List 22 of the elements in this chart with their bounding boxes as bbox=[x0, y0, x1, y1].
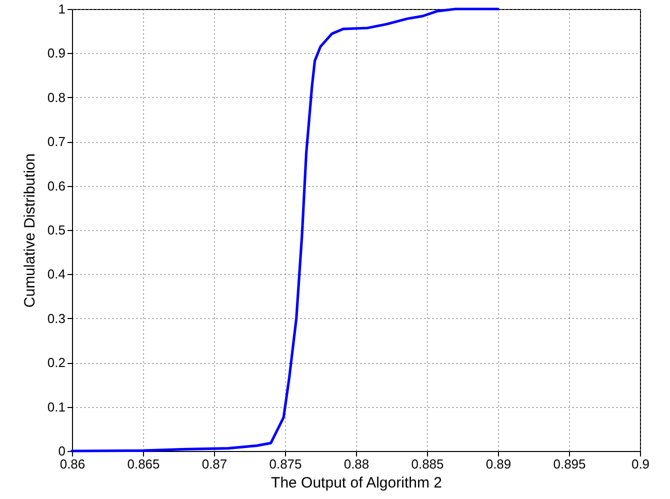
y-tick-label: 0.4 bbox=[47, 266, 66, 282]
y-tick-label: 0.1 bbox=[47, 399, 66, 414]
y-tick-label: 1 bbox=[58, 2, 66, 16]
y-tick-label: 0.6 bbox=[47, 178, 66, 194]
y-tick-label: 0.9 bbox=[47, 46, 66, 61]
x-tick-label: 0.9 bbox=[631, 456, 650, 472]
y-tick-label: 0.2 bbox=[47, 355, 66, 370]
x-tick-label: 0.86 bbox=[60, 456, 86, 472]
y-tick-label: 0 bbox=[58, 444, 66, 458]
y-axis-title: Cumulative Distribution bbox=[21, 153, 38, 308]
y-tick-label: 0.3 bbox=[47, 310, 66, 326]
x-axis-title: The Output of Algorithm 2 bbox=[271, 474, 442, 492]
x-tick-label: 0.885 bbox=[411, 456, 444, 472]
x-tick-label: 0.89 bbox=[486, 456, 512, 472]
y-tick-label: 0.8 bbox=[47, 90, 66, 105]
x-tick-label: 0.87 bbox=[202, 456, 228, 472]
x-tick-label: 0.895 bbox=[553, 456, 586, 472]
x-tick-label: 0.875 bbox=[269, 456, 302, 472]
y-tick-label: 0.5 bbox=[47, 222, 66, 238]
x-tick-label: 0.865 bbox=[127, 456, 160, 472]
y-tick-label: 0.7 bbox=[47, 134, 66, 150]
x-tick-label: 0.88 bbox=[344, 456, 370, 472]
